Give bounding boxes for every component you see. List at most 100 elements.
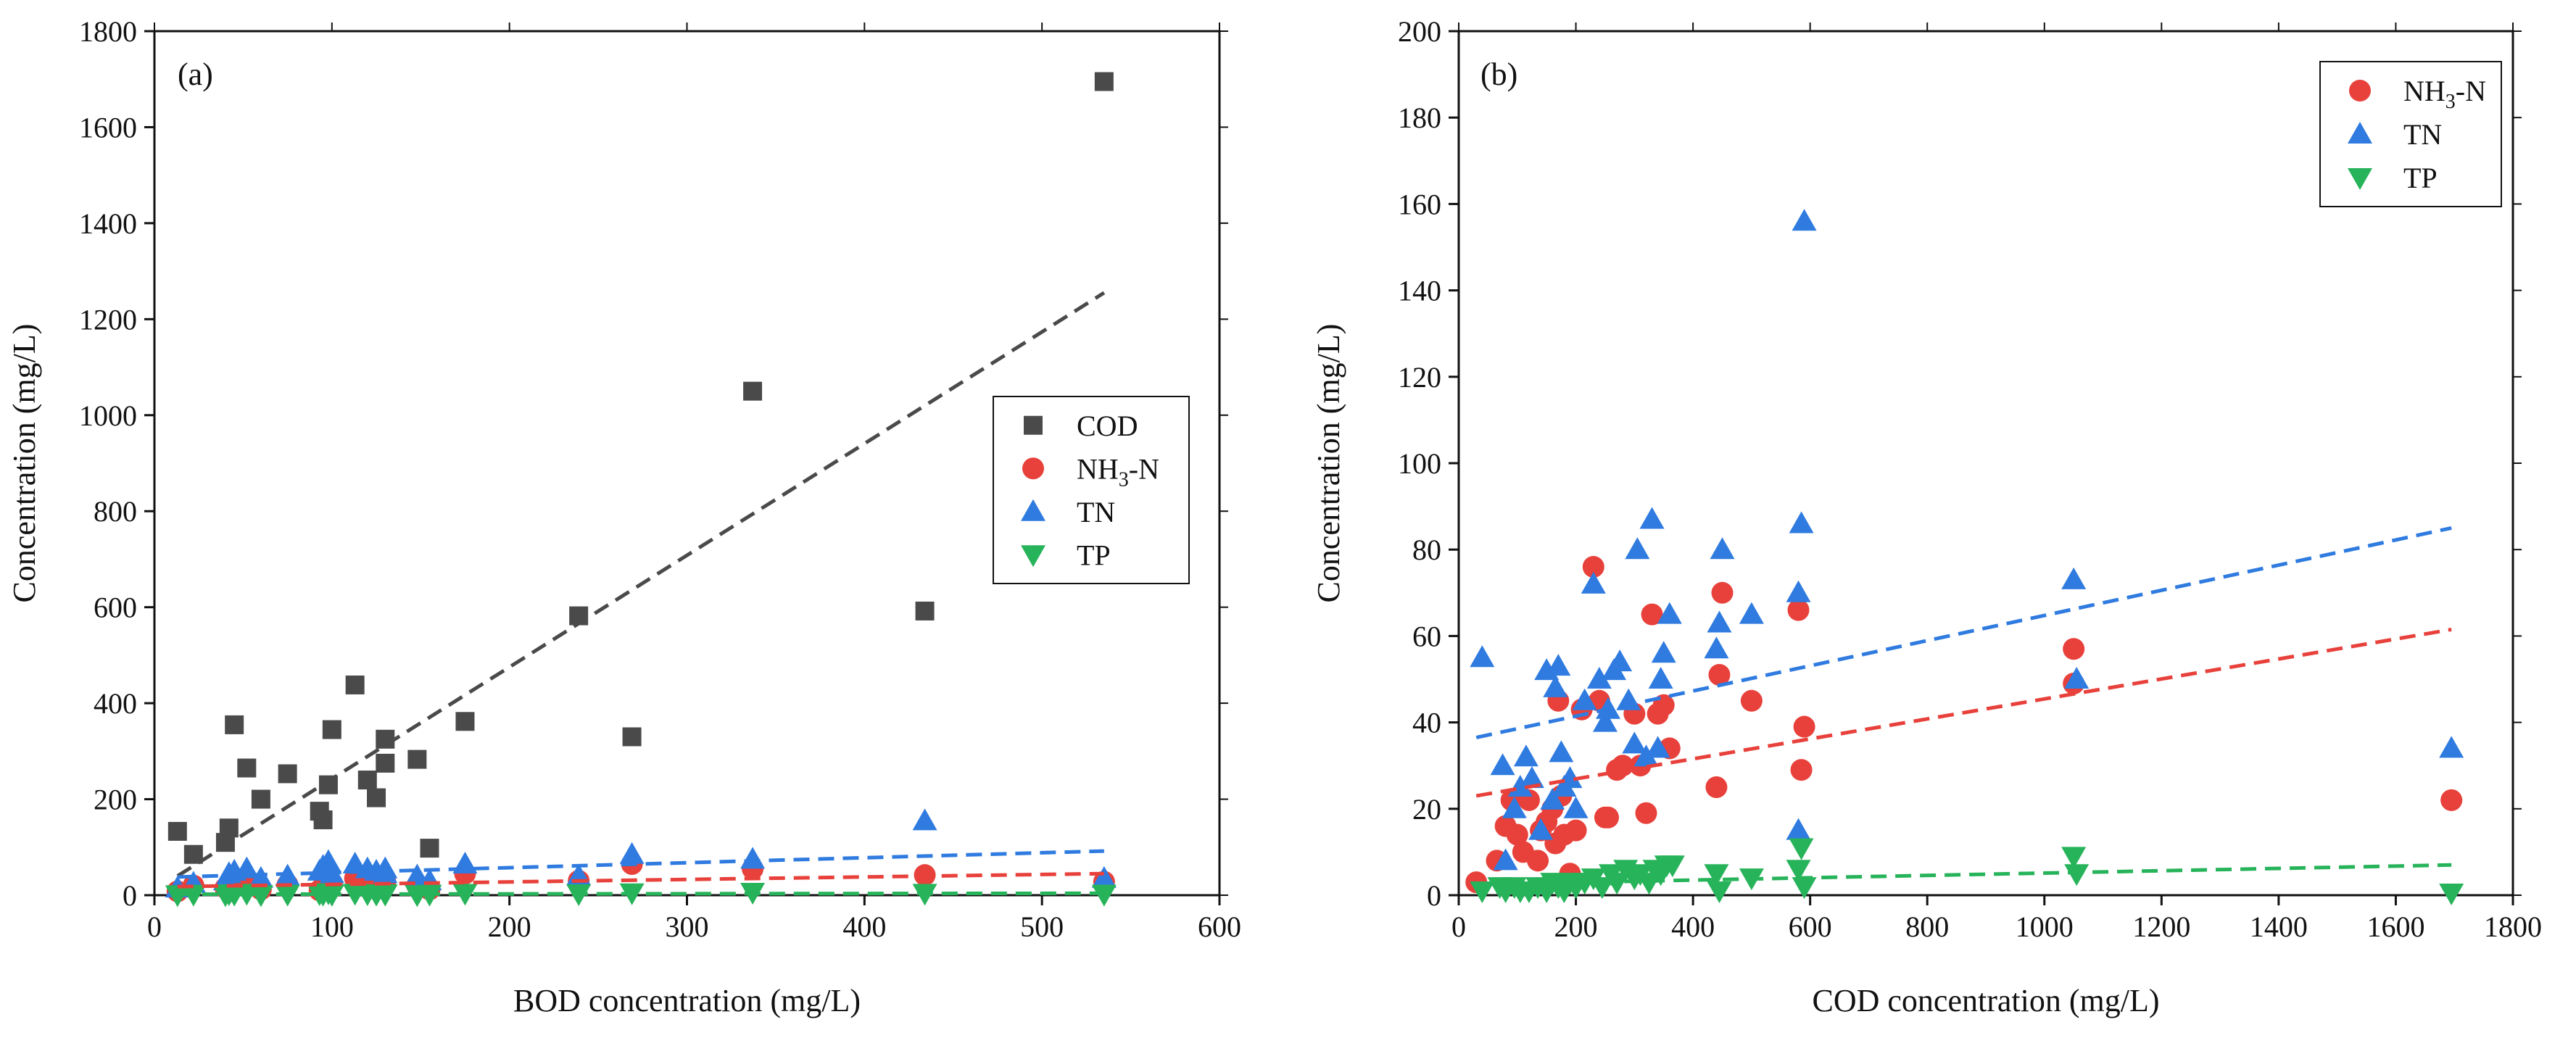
data-point-cod [622, 727, 642, 747]
data-point-cod [455, 712, 475, 731]
data-point-tp [1786, 860, 1811, 882]
legend-label-tn: TN [2403, 118, 2442, 151]
y-tick-label-b: 100 [1398, 447, 1441, 480]
legend-label-tp: TP [2403, 162, 2438, 194]
data-point-cod [278, 764, 297, 784]
trendline-tn [177, 849, 1104, 879]
y-tick-label-b: 60 [1412, 620, 1441, 652]
x-tick-label-b: 800 [1905, 910, 1949, 943]
data-point-tn [1707, 610, 1732, 633]
y-tick-label-b: 200 [1398, 15, 1441, 48]
data-point-tn [912, 808, 937, 831]
data-point-tn [1528, 818, 1554, 840]
legend-label-text: TP [2403, 162, 2438, 194]
data-point-tn [1633, 744, 1659, 767]
data-point-cod [225, 715, 244, 734]
legend-b: NH3-N TN TP [2319, 61, 2502, 207]
data-point-tn [1651, 641, 1676, 663]
data-point-tn [1792, 209, 1817, 231]
data-point-tn [1546, 654, 1571, 676]
data-point-cod [407, 750, 427, 769]
x-axis-title-a: BOD concentration (mg/L) [513, 983, 861, 1018]
data-point-tn [234, 856, 260, 879]
data-point-tp [2064, 864, 2090, 887]
legend-label-text: TN [1077, 496, 1115, 528]
trendline-nh3-n [177, 871, 1104, 889]
legend-label-nh3-n: NH3-N [2403, 75, 2486, 113]
data-point-nh3-n [1641, 603, 1663, 626]
data-point-tn [1549, 740, 1574, 763]
data-point-tn [1470, 645, 1495, 668]
data-point-nh3-n [1708, 664, 1731, 686]
data-point-cod [345, 675, 365, 694]
y-tick-label-b: 20 [1412, 793, 1441, 826]
data-point-tn [1789, 511, 1814, 533]
legend-label-tn: TN [1077, 496, 1115, 528]
data-point-tp [1604, 873, 1630, 895]
data-point-tn [1622, 731, 1647, 754]
data-point-tn [1645, 736, 1670, 758]
data-point-tp [181, 884, 206, 907]
data-point-tn [1513, 744, 1538, 767]
legend-label-suffix: -N [2456, 75, 2486, 107]
legend-marker-tp [1021, 545, 1045, 568]
data-point-tp [1091, 884, 1117, 907]
data-point-tn [2061, 567, 2087, 589]
data-point-nh3-n [1582, 556, 1604, 578]
data-point-nh3-n [1506, 823, 1528, 846]
data-point-cod [1094, 72, 1114, 91]
data-point-nh3-n [1635, 802, 1657, 824]
panel-label-a: (a) [178, 57, 213, 92]
data-point-cod [915, 601, 935, 620]
data-point-nh3-n [1705, 776, 1728, 798]
trendline-cod [176, 291, 1106, 878]
data-point-tn [1648, 667, 1673, 689]
legend-label-text: TN [2403, 118, 2442, 151]
data-point-tn [315, 849, 341, 871]
y-tick-label-a: 600 [94, 591, 137, 624]
data-point-tn [1519, 766, 1544, 789]
data-point-tn [1786, 580, 1811, 602]
data-point-tn [1572, 688, 1597, 710]
data-point-cod [420, 839, 439, 858]
data-point-tn [1493, 848, 1518, 871]
data-point-cod [313, 810, 333, 830]
data-point-tn [1607, 649, 1633, 672]
trendline-nh3-n [1475, 627, 2452, 798]
data-point-nh3-n [1740, 689, 1763, 712]
data-point-tp [452, 884, 478, 906]
x-tick-label-b: 1000 [2016, 910, 2074, 943]
legend-label-tp: TP [1077, 539, 1111, 571]
x-tick-label-b: 200 [1554, 910, 1598, 943]
x-tick-label-a: 100 [310, 910, 354, 943]
data-point-nh3-n [1527, 850, 1549, 872]
data-point-tn [1739, 602, 1764, 624]
y-tick-label-b: 120 [1398, 361, 1441, 394]
y-tick-label-b: 0 [1427, 879, 1441, 912]
y-axis-title-a: Concentration (mg/L) [7, 324, 42, 603]
data-point-tn [1704, 636, 1729, 659]
legend-marker-tp [2348, 168, 2372, 190]
data-point-cod [367, 788, 386, 807]
y-tick-label-a: 1000 [79, 399, 137, 432]
legend-label-cod: COD [1077, 410, 1138, 442]
x-axis-title-b: COD concentration (mg/L) [1813, 983, 2160, 1018]
data-point-tn [1710, 537, 1735, 560]
data-point-tp [1704, 864, 1729, 887]
panel-label-b: (b) [1480, 57, 1517, 92]
data-point-tp [248, 885, 273, 908]
data-point-tp [1789, 838, 1814, 860]
data-points-b [1465, 209, 2464, 906]
x-tick-label-b: 1200 [2132, 910, 2190, 943]
legend-marker-nh3-n [1022, 457, 1044, 480]
data-point-tn [1490, 753, 1515, 776]
trendline-tp [177, 891, 1104, 897]
data-point-cod [219, 818, 239, 838]
data-point-tn [2439, 736, 2464, 758]
data-point-tn [1616, 688, 1641, 710]
data-point-tp [1792, 877, 1817, 900]
data-point-tn [1625, 537, 1650, 560]
legend-label-subscript: 3 [1119, 468, 1129, 491]
data-point-nh3-n [1565, 819, 1587, 842]
y-tick-label-b: 140 [1398, 275, 1441, 307]
